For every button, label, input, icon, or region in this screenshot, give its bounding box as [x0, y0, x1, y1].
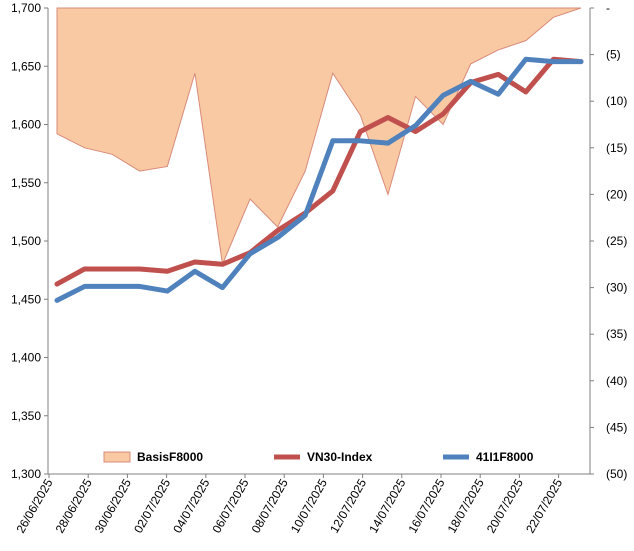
right-tick-label: -	[606, 1, 610, 15]
left-tick-label: 1,350	[11, 409, 41, 423]
x-tick-label: 22/07/2025	[523, 476, 565, 535]
x-tick-label: 08/07/2025	[249, 476, 291, 535]
x-tick-label: 14/07/2025	[366, 476, 408, 535]
x-tick-label: 16/07/2025	[405, 476, 447, 535]
x-tick-label: 30/06/2025	[92, 476, 134, 535]
x-tick-label: 26/06/2025	[13, 476, 55, 535]
x-tick-label: 10/07/2025	[288, 476, 330, 535]
right-tick-label: (35)	[606, 327, 627, 341]
x-tick-label: 04/07/2025	[170, 476, 212, 535]
series-line-41i1f8000	[54, 56, 584, 303]
right-tick-label: (30)	[606, 281, 627, 295]
right-tick-label: (45)	[606, 420, 627, 434]
right-tick-label: (15)	[606, 141, 627, 155]
legend-swatch-basisf8000	[103, 451, 131, 463]
legend-label-basisf8000: BasisF8000	[137, 450, 203, 464]
left-tick-label: 1,500	[11, 234, 41, 248]
x-tick-label: 02/07/2025	[131, 476, 173, 535]
left-tick-label: 1,400	[11, 351, 41, 365]
plot-area	[54, 7, 584, 303]
right-tick-label: (25)	[606, 234, 627, 248]
right-tick-label: (20)	[606, 187, 627, 201]
right-tick-label: (40)	[606, 374, 627, 388]
legend: BasisF8000 VN30-Index 41I1F8000	[103, 450, 534, 464]
legend-label-41i1f8000: 41I1F8000	[476, 450, 534, 464]
area-basis-series	[56, 7, 582, 267]
x-tick-label: 18/07/2025	[445, 476, 487, 535]
left-tick-label: 1,650	[11, 59, 41, 73]
right-tick-label: (50)	[606, 467, 627, 481]
x-tick-label: 12/07/2025	[327, 476, 369, 535]
left-tick-label: 1,450	[11, 292, 41, 306]
series-line-vn30-index	[54, 56, 584, 287]
left-tick-label: 1,550	[11, 176, 41, 190]
left-tick-label: 1,600	[11, 118, 41, 132]
x-tick-label: 28/06/2025	[53, 476, 95, 535]
x-tick-label: 20/07/2025	[484, 476, 526, 535]
left-tick-label: 1,700	[11, 1, 41, 15]
legend-label-vn30-index: VN30-Index	[307, 450, 373, 464]
right-tick-label: (5)	[606, 48, 621, 62]
left-tick-label: 1,300	[11, 467, 41, 481]
right-tick-label: (10)	[606, 94, 627, 108]
x-tick-label: 06/07/2025	[209, 476, 251, 535]
